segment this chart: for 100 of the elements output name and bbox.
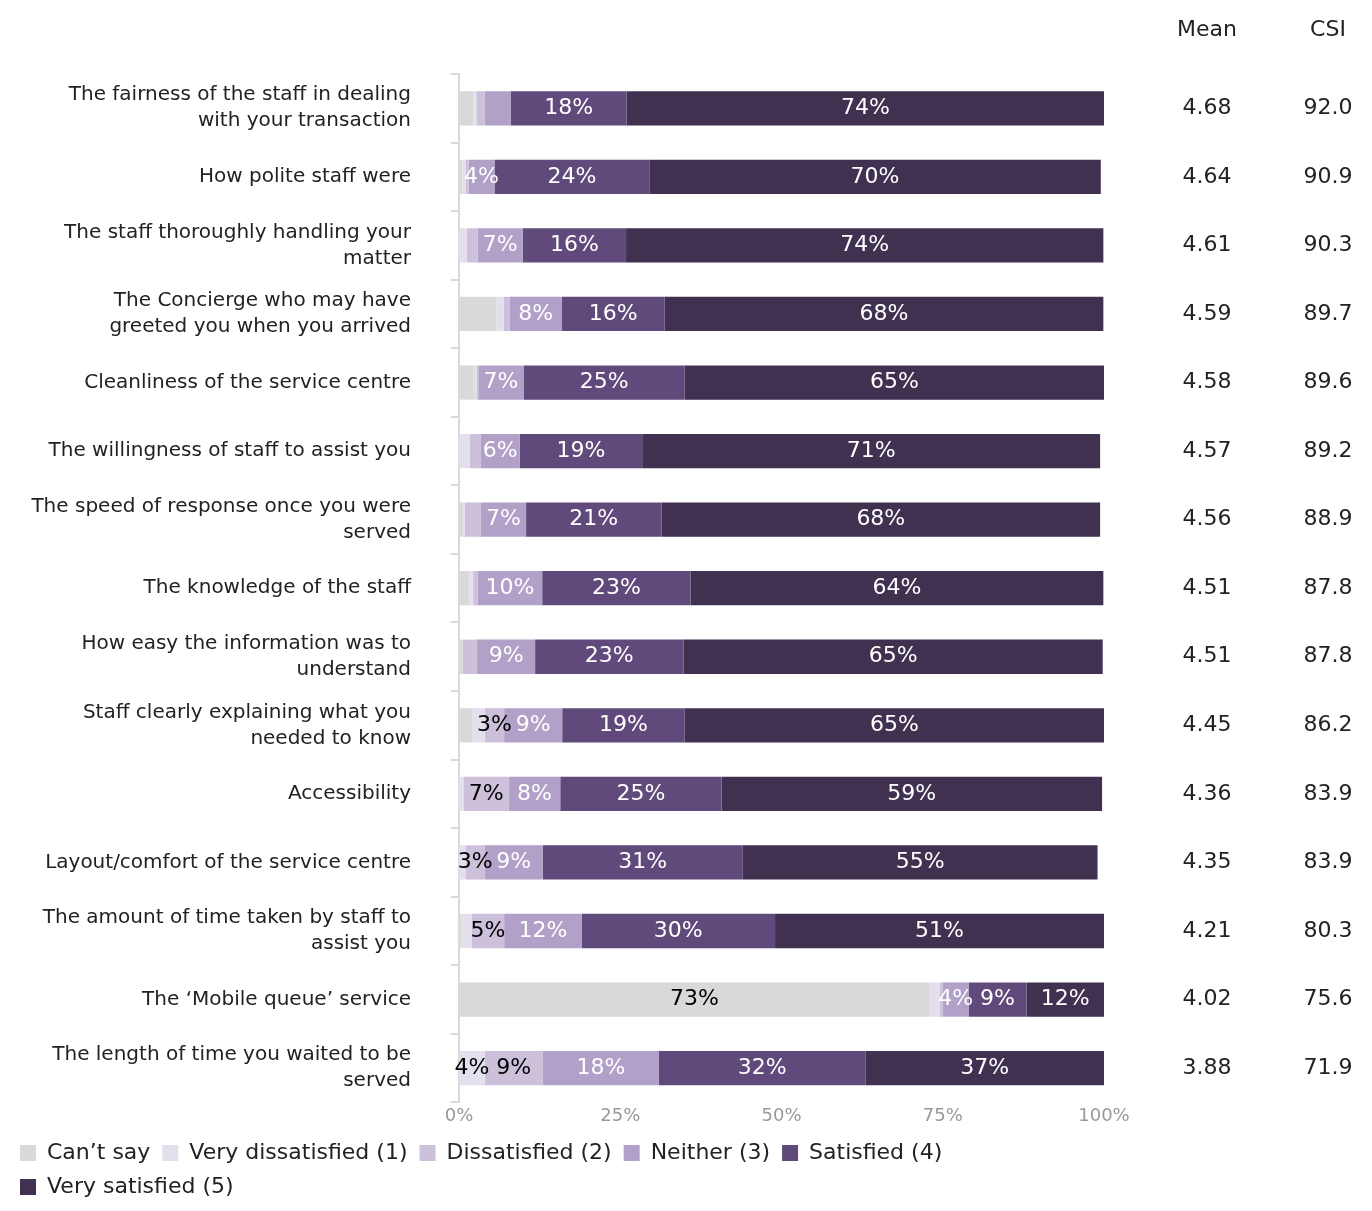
legend-label: Satisfied (4) bbox=[809, 1138, 943, 1164]
data-label: 30% bbox=[653, 916, 703, 942]
bar bbox=[496, 296, 504, 332]
text: Mean bbox=[1177, 15, 1237, 41]
bar bbox=[560, 776, 722, 812]
data-label: 9% bbox=[488, 642, 524, 668]
bar bbox=[484, 91, 511, 126]
text: 83.9 bbox=[1303, 848, 1353, 874]
bar bbox=[466, 228, 478, 263]
bar bbox=[642, 433, 1101, 469]
data-label: 12% bbox=[1040, 985, 1090, 1011]
bar bbox=[476, 91, 485, 126]
bar bbox=[742, 845, 1098, 880]
data-label: 8% bbox=[517, 779, 552, 805]
bar bbox=[775, 913, 1104, 949]
x-tick-label: 75% bbox=[922, 1103, 963, 1125]
data-label: 9% bbox=[496, 848, 532, 874]
text: 83.9 bbox=[1303, 779, 1353, 805]
text: 89.2 bbox=[1303, 436, 1353, 462]
bar bbox=[649, 159, 1101, 194]
text: 4.51 bbox=[1182, 573, 1232, 599]
text: 87.8 bbox=[1303, 642, 1353, 668]
bar bbox=[542, 1050, 659, 1086]
data-label: 23% bbox=[591, 573, 641, 599]
text: 90.9 bbox=[1303, 162, 1353, 188]
text: 4.57 bbox=[1182, 436, 1232, 462]
data-label: 23% bbox=[584, 642, 634, 668]
data-label: 18% bbox=[544, 94, 594, 119]
text: 75.6 bbox=[1303, 985, 1353, 1011]
text: 71.9 bbox=[1303, 1053, 1353, 1079]
text: 80.3 bbox=[1303, 916, 1353, 942]
legend-label: Neither (3) bbox=[650, 1138, 771, 1164]
text: 87.8 bbox=[1303, 573, 1353, 599]
y-tick-label: The speed of response once you were served bbox=[30, 492, 411, 543]
text: 4.61 bbox=[1182, 231, 1232, 257]
bar bbox=[929, 982, 940, 1017]
data-label: 65% bbox=[869, 368, 919, 394]
data-label: 9% bbox=[980, 985, 1016, 1011]
data-label: 70% bbox=[850, 162, 900, 188]
data-label: 24% bbox=[547, 162, 597, 188]
data-label: 7% bbox=[468, 779, 504, 805]
data-label: 37% bbox=[960, 1053, 1010, 1079]
text: 4.35 bbox=[1182, 848, 1232, 874]
y-tick-label: The ‘Mobile queue’ service bbox=[141, 985, 411, 1010]
data-label: 32% bbox=[737, 1053, 787, 1079]
data-label: 3% bbox=[457, 848, 493, 874]
data-label: 4% bbox=[454, 1053, 490, 1079]
data-label: 64% bbox=[872, 573, 922, 599]
bar bbox=[459, 433, 470, 469]
bar bbox=[503, 296, 510, 332]
data-label: 51% bbox=[915, 916, 964, 942]
data-label: 74% bbox=[840, 94, 890, 119]
data-label: 3% bbox=[477, 711, 512, 737]
legend-label: Very satisfied (5) bbox=[47, 1172, 234, 1198]
text: 89.7 bbox=[1303, 299, 1353, 325]
bar bbox=[683, 639, 1103, 674]
bar bbox=[581, 913, 776, 949]
text: 4.21 bbox=[1182, 916, 1232, 942]
y-tick-label: How polite staff were bbox=[199, 163, 411, 188]
bar bbox=[690, 571, 1104, 606]
data-label: 9% bbox=[515, 711, 551, 737]
bar bbox=[542, 571, 691, 606]
text: 4.64 bbox=[1182, 162, 1232, 188]
text: 92.0 bbox=[1303, 94, 1353, 119]
data-label: 7% bbox=[486, 505, 521, 531]
data-label: 12% bbox=[518, 916, 568, 942]
bar bbox=[469, 433, 481, 469]
data-label: 7% bbox=[483, 368, 519, 394]
data-label: 9% bbox=[496, 1053, 532, 1079]
data-label: 8% bbox=[518, 299, 554, 325]
bar bbox=[562, 708, 685, 743]
text: 89.6 bbox=[1303, 368, 1353, 394]
data-label: 74% bbox=[840, 231, 890, 257]
data-label: 18% bbox=[576, 1053, 626, 1079]
x-tick-label: 100% bbox=[1078, 1103, 1130, 1125]
bar bbox=[473, 571, 478, 606]
bar bbox=[684, 708, 1104, 743]
data-label: 55% bbox=[895, 848, 945, 874]
y-tick-label: The staff thoroughly handling your matter bbox=[63, 218, 412, 269]
x-tick-label: 50% bbox=[761, 1103, 802, 1125]
bar bbox=[664, 296, 1104, 332]
text: 86.2 bbox=[1303, 711, 1353, 737]
bar bbox=[522, 228, 627, 263]
y-tick-label: Cleanliness of the service centre bbox=[84, 368, 411, 393]
bar bbox=[684, 365, 1104, 400]
bar bbox=[462, 639, 478, 674]
data-label: 65% bbox=[868, 642, 918, 668]
y-tick-label: The amount of time taken by staff to assist you bbox=[41, 904, 411, 955]
x-tick-label: 25% bbox=[600, 1103, 641, 1125]
bar bbox=[526, 502, 662, 537]
y-tick-label: The knowledge of the staff bbox=[142, 574, 413, 599]
data-label: 25% bbox=[616, 779, 666, 805]
text: 4.58 bbox=[1182, 368, 1232, 394]
data-label: 68% bbox=[859, 299, 909, 325]
data-label: 25% bbox=[579, 368, 629, 394]
bar bbox=[469, 571, 474, 606]
data-label: 21% bbox=[569, 505, 619, 531]
bar bbox=[459, 228, 467, 263]
text: 4.36 bbox=[1182, 779, 1232, 805]
legend-label: Can’t say bbox=[47, 1138, 151, 1164]
